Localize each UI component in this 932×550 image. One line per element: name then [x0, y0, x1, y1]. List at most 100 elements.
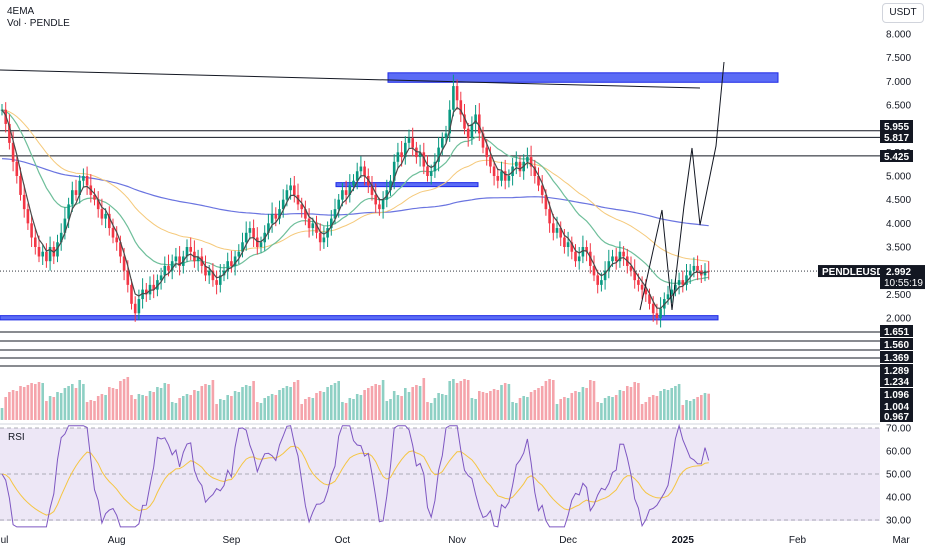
candle-body: [278, 209, 281, 219]
trendline: [0, 69, 701, 89]
candle-body: [685, 275, 688, 285]
volume-bar: [215, 404, 218, 420]
candle-body: [552, 223, 555, 233]
volume-bar: [355, 394, 359, 420]
level-tag-label: 1.004: [884, 402, 909, 413]
candle-body: [274, 213, 278, 219]
volume-bar: [592, 381, 596, 420]
volume-bar: [589, 380, 592, 420]
volume-bar: [333, 383, 337, 420]
candle-body: [185, 247, 189, 257]
volume-bar: [485, 393, 488, 420]
volume-bar: [26, 385, 30, 420]
volume-bar: [363, 390, 366, 420]
candle-body: [85, 176, 89, 186]
volume-bar: [182, 396, 185, 420]
candle-body: [389, 180, 392, 191]
candle-body: [93, 194, 96, 200]
rsi-tick-label: 60.00: [886, 447, 911, 458]
volume-bar: [252, 381, 255, 420]
level-tag: [880, 388, 913, 400]
volume-bar: [137, 394, 141, 420]
candle-body: [355, 171, 359, 181]
volume-bar: [640, 404, 644, 420]
volume-bar: [93, 401, 96, 420]
candle-body: [15, 161, 19, 176]
volume-bar: [274, 395, 278, 420]
candle-body: [96, 199, 100, 210]
volume-bar: [400, 396, 403, 420]
candle-body: [696, 265, 699, 271]
candle-body: [474, 114, 477, 124]
volume-bar: [48, 396, 52, 420]
volume-bar: [100, 394, 104, 420]
volume-bar: [267, 396, 270, 420]
candle-body: [170, 261, 174, 271]
time-tick-label: Nov: [448, 535, 466, 546]
volume-bar: [337, 381, 340, 420]
price-tick-label: 2.000: [886, 314, 911, 325]
volume-bar: [152, 392, 155, 420]
candle-body: [281, 199, 285, 210]
volume-bar: [696, 397, 699, 420]
volume-bar: [448, 381, 451, 420]
level-tag-label: 0.967: [884, 412, 909, 423]
volume-bar: [78, 380, 81, 420]
candle-body: [56, 242, 59, 257]
price-tick-label: 6.500: [886, 101, 911, 112]
level-tag: [880, 400, 913, 412]
volume-bar: [167, 384, 170, 420]
volume-bar: [59, 393, 63, 420]
rsi-tick-label: 40.00: [886, 493, 911, 504]
candle-body: [437, 147, 440, 162]
volume-bar: [74, 388, 78, 420]
volume-bar: [170, 402, 174, 420]
candle-body: [581, 247, 585, 257]
candle-body: [226, 261, 229, 271]
candle-body: [529, 157, 533, 167]
candle-body: [174, 256, 178, 262]
candle-body: [629, 265, 633, 271]
volume-bar: [207, 385, 211, 420]
candle-body: [41, 251, 44, 257]
currency-button[interactable]: USDT: [882, 3, 924, 23]
volume-bar: [85, 402, 89, 420]
volume-bar: [104, 395, 107, 420]
volume-bar: [145, 396, 148, 420]
candle-body: [559, 228, 562, 238]
candle-body: [111, 228, 115, 238]
level-tag-label: 1.369: [884, 353, 909, 364]
volume-bar: [429, 403, 433, 420]
candle-body: [230, 261, 233, 266]
candle-body: [359, 166, 363, 172]
candle-body: [411, 138, 414, 148]
volume-bar: [307, 397, 311, 420]
volume-bar: [96, 396, 100, 420]
volume-bar: [674, 386, 677, 420]
volume-bar: [511, 402, 514, 420]
volume-bar: [518, 398, 522, 420]
candle-body: [352, 180, 355, 186]
volume-bar: [241, 387, 244, 420]
candle-body: [537, 176, 540, 186]
candle-body: [30, 223, 33, 238]
volume-bar: [293, 382, 296, 420]
volume-bar: [607, 396, 611, 420]
candle-body: [156, 280, 159, 290]
candle-body: [289, 185, 292, 191]
candle-body: [311, 223, 315, 229]
candle-body: [688, 270, 692, 276]
ema-legend: 4EMA: [7, 6, 35, 17]
volume-bar: [341, 402, 344, 420]
level-tag-label: 5.817: [884, 133, 909, 144]
candle-body: [596, 275, 599, 285]
candle-body: [326, 228, 329, 238]
candle-body: [674, 284, 677, 290]
price-tag: [880, 265, 925, 290]
candle-body: [433, 161, 437, 172]
rsi-background: [0, 428, 880, 521]
volume-bar: [655, 396, 659, 420]
candle-body: [159, 275, 163, 281]
candle-body: [11, 142, 15, 162]
